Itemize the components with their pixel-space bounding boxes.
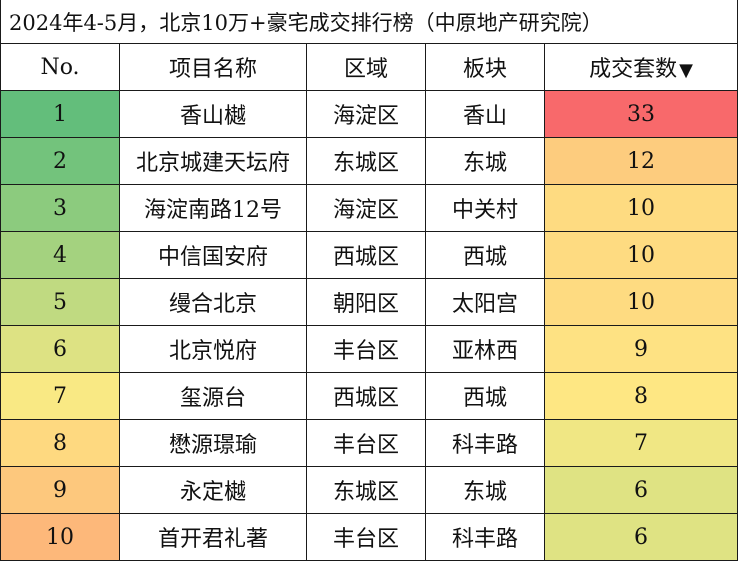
cell-deals[interactable]: 12 bbox=[544, 137, 738, 185]
cell-block[interactable]: 西城 bbox=[425, 372, 545, 420]
cell-district[interactable]: 海淀区 bbox=[306, 184, 426, 232]
cell-no[interactable]: 1 bbox=[0, 90, 120, 138]
cell-district[interactable]: 丰台区 bbox=[306, 325, 426, 373]
cell-block[interactable]: 东城 bbox=[425, 137, 545, 185]
cell-no[interactable]: 9 bbox=[0, 466, 120, 514]
cell-block[interactable]: 亚林西 bbox=[425, 325, 545, 373]
cell-project-name[interactable]: 首开君礼著 bbox=[119, 513, 307, 561]
header-row: No. 项目名称 区域 板块 成交套数 ▼ bbox=[0, 43, 738, 91]
cell-district[interactable]: 丰台区 bbox=[306, 419, 426, 467]
cell-project-name[interactable]: 缦合北京 bbox=[119, 278, 307, 326]
cell-no[interactable]: 6 bbox=[0, 325, 120, 373]
cell-district[interactable]: 东城区 bbox=[306, 137, 426, 185]
cell-deals[interactable]: 7 bbox=[544, 419, 738, 467]
cell-no[interactable]: 7 bbox=[0, 372, 120, 420]
header-deals[interactable]: 成交套数 ▼ bbox=[544, 43, 738, 91]
cell-district[interactable]: 朝阳区 bbox=[306, 278, 426, 326]
cell-no[interactable]: 3 bbox=[0, 184, 120, 232]
cell-deals[interactable]: 6 bbox=[544, 513, 738, 561]
table-row: 3 海淀南路12号 海淀区 中关村 10 bbox=[0, 184, 738, 232]
cell-no[interactable]: 8 bbox=[0, 419, 120, 467]
cell-block[interactable]: 东城 bbox=[425, 466, 545, 514]
header-project-name[interactable]: 项目名称 bbox=[119, 43, 307, 91]
cell-deals[interactable]: 33 bbox=[544, 90, 738, 138]
cell-block[interactable]: 科丰路 bbox=[425, 419, 545, 467]
cell-project-name[interactable]: 海淀南路12号 bbox=[119, 184, 307, 232]
cell-block[interactable]: 太阳宫 bbox=[425, 278, 545, 326]
cell-no[interactable]: 10 bbox=[0, 513, 120, 561]
header-deals-label: 成交套数 bbox=[589, 57, 678, 82]
table-title: 2024年4-5月，北京10万+豪宅成交排行榜（中原地产研究院） bbox=[0, 0, 738, 44]
table-row: 5 缦合北京 朝阳区 太阳宫 10 bbox=[0, 278, 738, 326]
cell-project-name[interactable]: 玺源台 bbox=[119, 372, 307, 420]
table-row: 10 首开君礼著 丰台区 科丰路 6 bbox=[0, 513, 738, 561]
table-row: 9 永定樾 东城区 东城 6 bbox=[0, 466, 738, 514]
cell-district[interactable]: 西城区 bbox=[306, 231, 426, 279]
cell-no[interactable]: 5 bbox=[0, 278, 120, 326]
cell-block[interactable]: 香山 bbox=[425, 90, 545, 138]
cell-block[interactable]: 西城 bbox=[425, 231, 545, 279]
table-row: 7 玺源台 西城区 西城 8 bbox=[0, 372, 738, 420]
cell-project-name[interactable]: 中信国安府 bbox=[119, 231, 307, 279]
cell-deals[interactable]: 10 bbox=[544, 278, 738, 326]
cell-deals[interactable]: 10 bbox=[544, 231, 738, 279]
cell-project-name[interactable]: 香山樾 bbox=[119, 90, 307, 138]
cell-block[interactable]: 中关村 bbox=[425, 184, 545, 232]
cell-no[interactable]: 4 bbox=[0, 231, 120, 279]
table-row: 6 北京悦府 丰台区 亚林西 9 bbox=[0, 325, 738, 373]
cell-project-name[interactable]: 北京城建天坛府 bbox=[119, 137, 307, 185]
cell-deals[interactable]: 10 bbox=[544, 184, 738, 232]
cell-project-name[interactable]: 北京悦府 bbox=[119, 325, 307, 373]
table-row: 1 香山樾 海淀区 香山 33 bbox=[0, 90, 738, 138]
cell-block[interactable]: 科丰路 bbox=[425, 513, 545, 561]
cell-deals[interactable]: 6 bbox=[544, 466, 738, 514]
cell-deals[interactable]: 9 bbox=[544, 325, 738, 373]
cell-district[interactable]: 丰台区 bbox=[306, 513, 426, 561]
cell-project-name[interactable]: 永定樾 bbox=[119, 466, 307, 514]
cell-deals[interactable]: 8 bbox=[544, 372, 738, 420]
header-no[interactable]: No. bbox=[0, 43, 120, 91]
header-district[interactable]: 区域 bbox=[306, 43, 426, 91]
table-row: 4 中信国安府 西城区 西城 10 bbox=[0, 231, 738, 279]
cell-no[interactable]: 2 bbox=[0, 137, 120, 185]
cell-project-name[interactable]: 懋源璟瑜 bbox=[119, 419, 307, 467]
cell-district[interactable]: 海淀区 bbox=[306, 90, 426, 138]
cell-district[interactable]: 东城区 bbox=[306, 466, 426, 514]
table-row: 8 懋源璟瑜 丰台区 科丰路 7 bbox=[0, 419, 738, 467]
table-row: 2 北京城建天坛府 东城区 东城 12 bbox=[0, 137, 738, 185]
sort-desc-icon[interactable]: ▼ bbox=[679, 60, 693, 81]
cell-district[interactable]: 西城区 bbox=[306, 372, 426, 420]
header-block[interactable]: 板块 bbox=[425, 43, 545, 91]
